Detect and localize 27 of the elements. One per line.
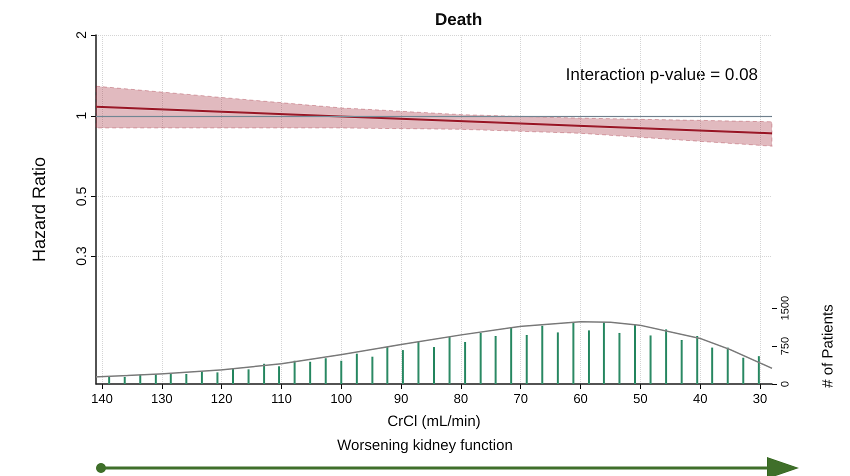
annotation: Interaction p-value = 0.08 — [566, 65, 758, 84]
x-tick-label: 40 — [692, 391, 708, 406]
line-series — [95, 106, 773, 134]
x-tick-label: 130 — [150, 391, 173, 406]
x-tick-label: 30 — [752, 391, 768, 406]
x-tick-label: 100 — [330, 391, 352, 406]
x-tick-label: 110 — [271, 391, 292, 406]
chart-title: Death — [435, 10, 482, 29]
x-tick-label: 70 — [514, 391, 528, 406]
y-tick-label: 0.3 — [73, 246, 89, 266]
y2-tick-label: 1500 — [780, 296, 792, 320]
y2-tick-label: 0 — [780, 380, 792, 388]
x-tick-label: 60 — [573, 391, 588, 406]
x-tick-label: 90 — [394, 391, 408, 406]
y2-axis-title: # of Patients — [820, 304, 836, 388]
y-tick-label: 2 — [73, 30, 89, 39]
x-tick-label: 50 — [633, 391, 648, 406]
x-tick-label: 80 — [454, 391, 468, 406]
y-tick-label: 0.5 — [73, 186, 89, 206]
y-axis-title: Hazard Ratio — [29, 156, 49, 262]
text: Worsening kidney function — [336, 437, 514, 454]
x-tick-label: 140 — [91, 391, 113, 406]
x-tick-label: 120 — [210, 391, 232, 406]
y2-tick-label: 750 — [780, 336, 792, 356]
line-series — [95, 321, 773, 378]
x-axis-title: CrCl (mL/min) — [387, 413, 481, 430]
y-tick-label: 1 — [73, 112, 89, 120]
